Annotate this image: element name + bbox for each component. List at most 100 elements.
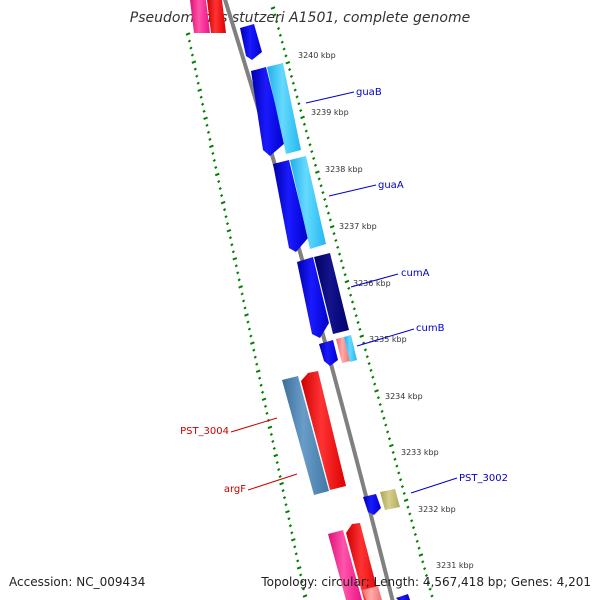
ring-dot (279, 481, 284, 486)
ring-dot (209, 144, 214, 149)
gene-features (190, 0, 410, 600)
ring-dot (387, 437, 392, 441)
ring-dot (291, 81, 295, 85)
ring-dot (344, 279, 350, 284)
ring-dot (302, 122, 307, 126)
tick-label: 3233 kbp (401, 448, 439, 457)
ring-dot (288, 67, 292, 72)
ring-dot (206, 130, 211, 134)
tick-label: 3240 kbp (298, 51, 336, 60)
ring-dot (284, 503, 288, 507)
leader-guab (305, 91, 355, 104)
label-pst3002: PST_3002 (459, 473, 508, 484)
gene-label-leaders (230, 91, 458, 494)
gene-guab-blue (251, 67, 285, 156)
ring-dot (391, 450, 395, 454)
tick-label: 3235 kbp (369, 335, 407, 344)
accession-label: Accession: NC_009434 (9, 575, 145, 589)
outer-tick-ring (270, 6, 434, 598)
ring-dot (285, 60, 291, 65)
ring-dot (203, 116, 208, 121)
ring-dot (332, 232, 336, 236)
ring-dot (282, 496, 287, 500)
ring-dot (218, 186, 222, 191)
ring-dot (295, 95, 299, 99)
ring-dot (282, 47, 286, 51)
ring-dot (190, 53, 195, 57)
ring-dot (217, 179, 221, 184)
ring-dot (220, 193, 224, 198)
ring-dot (202, 109, 206, 113)
gene-pst3002-blue (363, 494, 381, 515)
label-guaa: guaA (378, 180, 404, 191)
label-argf: argF (224, 484, 246, 495)
ring-dot (195, 74, 199, 78)
ring-dot (413, 532, 417, 537)
ring-dot (406, 505, 410, 509)
ring-dot (258, 376, 262, 380)
ring-dot (386, 430, 390, 434)
ring-dot (273, 453, 279, 458)
ring-dot (290, 531, 294, 535)
ring-dot (408, 512, 412, 516)
ring-dot (189, 46, 193, 50)
ring-dot (395, 464, 399, 468)
tick-label: 3234 kbp (385, 392, 423, 401)
ring-dot (249, 341, 255, 345)
ring-dot (312, 156, 316, 160)
gene-bottom-salmon (362, 586, 382, 600)
map-title: Pseudomonas stutzeri A1501, complete gen… (130, 10, 470, 26)
ring-dot (328, 218, 332, 222)
ring-dot (230, 243, 234, 247)
ring-dot (418, 553, 424, 557)
ring-dot (410, 519, 414, 523)
ring-dot (298, 573, 303, 577)
ring-dot (260, 390, 265, 394)
ring-dot (417, 546, 421, 550)
ring-dot (237, 278, 241, 282)
ring-dot (397, 471, 401, 475)
ring-dot (214, 172, 220, 177)
ring-dot (378, 402, 382, 407)
ring-dot (290, 538, 296, 542)
gene-bottom-blue (396, 594, 410, 600)
ring-dot (371, 375, 375, 379)
ring-dot (293, 88, 297, 92)
ring-dot (240, 292, 244, 296)
ring-dot (214, 165, 218, 170)
ring-dot (185, 32, 191, 36)
ring-dot (273, 13, 277, 17)
gene-top-blue (240, 24, 262, 60)
ring-dot (358, 327, 362, 331)
gene-cumb-salmon (336, 337, 350, 363)
ring-dot (222, 208, 227, 212)
gene-guaa-cyan (290, 156, 326, 249)
ring-dot (275, 460, 279, 465)
ring-dot (275, 20, 279, 24)
ring-dot (306, 136, 310, 140)
ring-dot (278, 474, 282, 479)
ring-dot (241, 299, 246, 303)
ring-dot (339, 259, 344, 263)
ring-dot (244, 313, 249, 317)
ring-dot (365, 355, 369, 359)
ring-dot (288, 524, 292, 528)
leader-guaa (328, 184, 377, 197)
ring-dot (354, 314, 358, 318)
ring-dot (225, 222, 230, 226)
ring-dot (326, 211, 331, 215)
ring-dot (341, 266, 345, 270)
ring-dot (285, 509, 290, 514)
kbp-tick-labels: 3240 kbp 3239 kbp 3238 kbp 3237 kbp 3236… (298, 51, 474, 570)
leader-cuma (350, 273, 399, 288)
ring-dot (347, 286, 351, 290)
ring-dot (398, 478, 403, 482)
ring-dot (422, 567, 427, 571)
topology-label: Topology: circular; Length: 4,567,418 bp… (260, 575, 591, 589)
ring-dot (238, 285, 244, 289)
ring-dot (421, 560, 425, 564)
ring-dot (253, 355, 257, 359)
ring-dot (430, 594, 434, 598)
ring-dot (287, 517, 291, 521)
